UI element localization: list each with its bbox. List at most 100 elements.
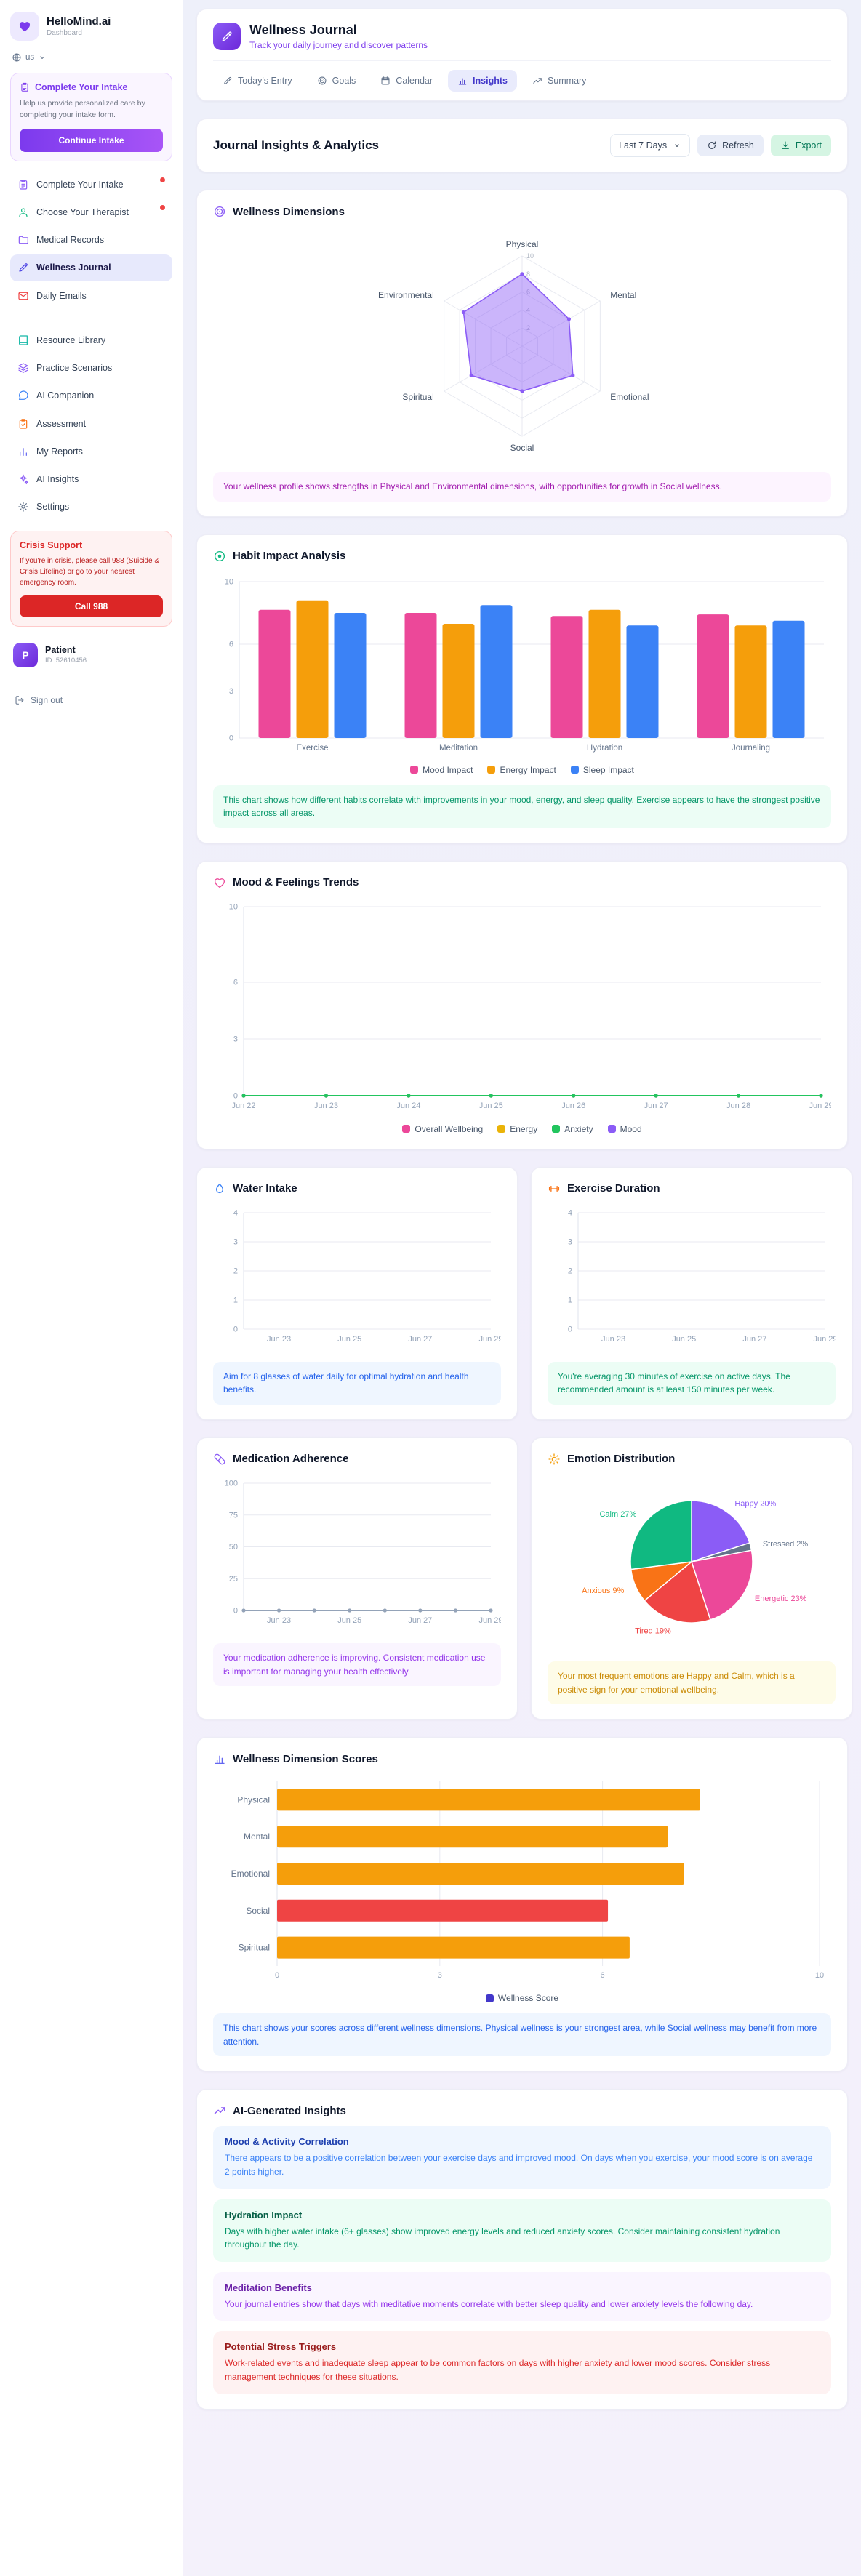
call-988-button[interactable]: Call 988 <box>20 595 163 617</box>
notification-dot <box>160 204 165 210</box>
sign-out-button[interactable]: Sign out <box>10 689 172 712</box>
svg-text:Jun 29: Jun 29 <box>813 1335 836 1344</box>
svg-text:10: 10 <box>229 902 238 911</box>
svg-text:Jun 25: Jun 25 <box>337 1616 361 1625</box>
svg-text:Physical: Physical <box>237 1795 270 1805</box>
water-intake-card: Water Intake 0 1 2 3 4 Jun 23 Jun 25 Jun 27 Jun … <box>196 1166 518 1420</box>
card-title: Exercise Duration <box>567 1182 660 1195</box>
circle-dot-icon <box>213 550 226 563</box>
svg-text:0: 0 <box>233 1325 238 1333</box>
clipboard-icon <box>20 82 30 92</box>
sidebar: HelloMind.ai Dashboard us Complete Your … <box>0 0 183 2576</box>
sidebar-item-ai-insights[interactable]: AI Insights <box>10 466 172 492</box>
exercise-duration-chart: 0 1 2 3 4 Jun 23 Jun 25 Jun 27 Jun 29 <box>548 1204 838 1352</box>
sidebar-item-daily-emails[interactable]: Daily Emails <box>10 283 172 309</box>
svg-text:1: 1 <box>568 1296 572 1304</box>
svg-text:3: 3 <box>229 687 233 696</box>
sidebar-item-label: Daily Emails <box>36 290 87 301</box>
tab-calendar[interactable]: Calendar <box>371 70 442 92</box>
svg-text:0: 0 <box>568 1325 572 1333</box>
insight-title: Potential Stress Triggers <box>225 2341 337 2353</box>
sidebar-item-my-reports[interactable]: My Reports <box>10 438 172 465</box>
insight-mood-activity: Mood & Activity Correlation There appear… <box>213 2126 831 2189</box>
sidebar-item-assessment[interactable]: Assessment <box>10 411 172 437</box>
language-code: us <box>25 53 35 62</box>
card-title: AI-Generated Insights <box>233 2104 346 2117</box>
wellness-dimensions-note: Your wellness profile shows strengths in… <box>213 472 831 502</box>
svg-text:0: 0 <box>233 1091 238 1100</box>
user-icon <box>17 206 29 218</box>
tab-summary[interactable]: Summary <box>523 70 596 92</box>
insight-title: Meditation Benefits <box>225 2282 312 2293</box>
svg-text:Happy 20%: Happy 20% <box>734 1499 776 1508</box>
main-content: Wellness Journal Track your daily journe… <box>183 0 861 2576</box>
page-subtitle: Track your daily journey and discover pa… <box>249 40 428 50</box>
svg-text:6: 6 <box>601 1971 605 1980</box>
mail-icon <box>17 290 29 302</box>
export-button[interactable]: Export <box>770 135 831 156</box>
legend-item[interactable]: Overall Wellbeing <box>402 1124 483 1134</box>
svg-text:Energetic 23%: Energetic 23% <box>755 1594 807 1603</box>
svg-text:Jun 28: Jun 28 <box>726 1102 750 1110</box>
page-title: Wellness Journal <box>249 23 357 37</box>
insight-title: Mood & Activity Correlation <box>225 2136 349 2148</box>
legend-item[interactable]: Mood Impact <box>410 765 473 775</box>
brand-heart-icon <box>10 12 39 41</box>
legend-item[interactable]: Sleep Impact <box>570 765 634 775</box>
sidebar-item-settings[interactable]: Settings <box>10 494 172 520</box>
svg-text:Journaling: Journaling <box>732 744 770 753</box>
sidebar-item-ai-companion[interactable]: AI Companion <box>10 382 172 409</box>
avatar: P <box>13 642 38 667</box>
legend-item[interactable]: Energy Impact <box>487 765 556 775</box>
svg-text:Jun 23: Jun 23 <box>601 1335 625 1344</box>
sidebar-item-wellness-journal[interactable]: Wellness Journal <box>10 254 172 281</box>
svg-text:Jun 23: Jun 23 <box>267 1616 291 1625</box>
tab-goals[interactable]: Goals <box>308 70 366 92</box>
user-profile[interactable]: P Patient ID: 52610456 <box>10 637 172 673</box>
card-title: Wellness Dimension Scores <box>233 1752 378 1765</box>
svg-text:2: 2 <box>526 324 530 332</box>
trending-up-icon <box>532 76 542 86</box>
mood-trends-legend: Overall Wellbeing Energy Anxiety Mood <box>213 1124 831 1134</box>
svg-text:Jun 29: Jun 29 <box>809 1102 831 1110</box>
svg-text:3: 3 <box>233 1237 238 1246</box>
continue-intake-button[interactable]: Continue Intake <box>20 128 163 152</box>
legend-item[interactable]: Anxiety <box>552 1124 593 1134</box>
svg-text:Anxious 9%: Anxious 9% <box>582 1586 624 1595</box>
svg-text:Spiritual: Spiritual <box>239 1943 270 1953</box>
insight-hydration: Hydration Impact Days with higher water … <box>213 2199 831 2262</box>
refresh-button[interactable]: Refresh <box>697 135 764 156</box>
legend-item[interactable]: Wellness Score <box>485 1993 558 2003</box>
svg-text:Jun 22: Jun 22 <box>231 1102 255 1110</box>
date-range-select[interactable]: Last 7 Days <box>610 134 691 157</box>
svg-text:10: 10 <box>526 252 534 260</box>
logout-icon <box>15 695 25 705</box>
card-title: Habit Impact Analysis <box>233 550 346 563</box>
tab-todays-entry[interactable]: Today's Entry <box>213 70 302 92</box>
sidebar-item-medical-records[interactable]: Medical Records <box>10 227 172 253</box>
emotion-distribution-pie-chart: Happy 20% Stressed 2% Energetic 23% Tired 1… <box>548 1474 836 1651</box>
sidebar-item-practice-scenarios[interactable]: Practice Scenarios <box>10 355 172 381</box>
legend-item[interactable]: Energy <box>497 1124 537 1134</box>
svg-text:Hydration: Hydration <box>587 744 622 753</box>
language-selector[interactable]: us <box>10 49 172 65</box>
emotion-distribution-note: Your most frequent emotions are Happy an… <box>548 1661 836 1705</box>
sidebar-item-choose-your-therapist[interactable]: Choose Your Therapist <box>10 199 172 225</box>
legend-item[interactable]: Mood <box>607 1124 642 1134</box>
tab-insights[interactable]: Insights <box>448 70 517 92</box>
svg-text:Spiritual: Spiritual <box>402 392 433 402</box>
sign-out-label: Sign out <box>31 694 63 705</box>
insight-body: There appears to be a positive correlati… <box>225 2153 813 2177</box>
sidebar-item-resource-library[interactable]: Resource Library <box>10 327 172 353</box>
brand[interactable]: HelloMind.ai Dashboard <box>10 12 172 41</box>
tab-label: Calendar <box>396 76 433 86</box>
svg-text:Stressed 2%: Stressed 2% <box>763 1540 809 1549</box>
svg-text:3: 3 <box>568 1237 572 1246</box>
medication-adherence-card: Medication Adherence 0 25 50 75 100 Jun 23 Jun… <box>196 1437 518 1720</box>
wellness-dimensions-card: Wellness Dimensions 2 4 6 8 10 Physical Mental… <box>196 190 848 517</box>
insight-title: Hydration Impact <box>225 2209 303 2220</box>
insights-title: Journal Insights & Analytics <box>213 138 379 152</box>
sidebar-item-complete-your-intake[interactable]: Complete Your Intake <box>10 172 172 198</box>
medication-adherence-note: Your medication adherence is improving. … <box>213 1642 501 1687</box>
insight-meditation: Meditation Benefits Your journal entries… <box>213 2271 831 2322</box>
